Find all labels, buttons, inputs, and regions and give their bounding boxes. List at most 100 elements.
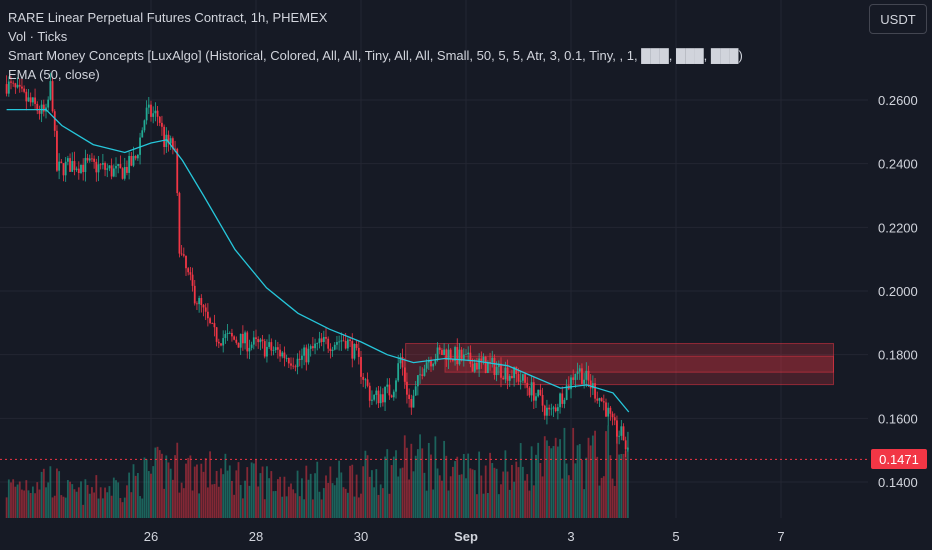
candle-body	[117, 164, 120, 166]
volume-bar	[154, 447, 157, 518]
candle-body	[412, 395, 415, 408]
volume-bar	[519, 443, 522, 518]
candle-body	[34, 97, 36, 104]
candle-body	[587, 370, 590, 381]
time-axis[interactable]: 26 28 30 Sep 3 5 7	[144, 529, 785, 544]
volume-bar	[18, 481, 21, 518]
candle-body	[270, 342, 273, 351]
candle-body	[27, 97, 30, 102]
candle-body	[292, 365, 295, 367]
candle-body	[513, 366, 516, 378]
volume-bar	[458, 474, 461, 518]
candle-body	[187, 268, 190, 273]
candle-body	[309, 346, 312, 349]
volume-bar	[375, 469, 378, 518]
volume-bar	[213, 483, 216, 518]
volume-bar	[42, 468, 45, 518]
volume-bar	[250, 462, 253, 518]
volume-bar	[427, 442, 430, 518]
candle-body	[274, 347, 277, 351]
candle-body	[502, 377, 505, 380]
volume-bar	[47, 482, 50, 518]
candle-body	[217, 341, 220, 344]
candle-body	[250, 344, 253, 348]
volume-bar	[583, 489, 586, 518]
volume-bar	[506, 471, 509, 518]
smc-indicator-label[interactable]: Smart Money Concepts [LuxAlgo] (Historic…	[8, 48, 743, 63]
volume-bar	[412, 471, 415, 518]
currency-button[interactable]: USDT	[869, 4, 927, 34]
volume-bar	[322, 488, 325, 518]
volume-indicator-label[interactable]: Vol · Ticks	[8, 29, 68, 44]
price-axis[interactable]: 0.2600 0.2400 0.2200 0.2000 0.1800 0.1600 0.14…	[878, 93, 918, 490]
candle-body	[388, 384, 391, 396]
volume-bar	[591, 435, 594, 518]
candle-body	[88, 158, 91, 161]
volume-bar	[421, 448, 424, 518]
volume-bar	[259, 473, 262, 518]
volume-bar	[106, 492, 109, 518]
candle-body	[152, 113, 155, 117]
volume-bar	[204, 458, 207, 518]
volume-bar	[88, 493, 91, 518]
candle-body	[449, 349, 452, 359]
candle-body	[21, 86, 23, 89]
candle-body	[226, 333, 229, 335]
candle-body	[491, 357, 494, 363]
volume-bar	[366, 455, 369, 518]
candle-body	[112, 168, 115, 177]
candle-body	[178, 193, 181, 254]
candle-body	[66, 158, 69, 162]
volume-bar	[329, 466, 332, 518]
ema-indicator-label[interactable]: EMA (50, close)	[8, 67, 100, 82]
candle-body	[340, 340, 343, 342]
candle-body	[248, 347, 251, 352]
candle-body	[613, 417, 616, 421]
time-tick-label: 28	[249, 529, 263, 544]
volume-bar	[478, 451, 481, 518]
candle-body	[290, 363, 292, 366]
candle-body	[80, 164, 82, 174]
volume-bar	[504, 450, 507, 518]
volume-bar	[91, 487, 93, 518]
volume-bar	[86, 485, 89, 518]
volume-bar	[497, 494, 500, 518]
candle-body	[314, 343, 316, 349]
candle-body	[543, 405, 546, 416]
candle-body	[252, 337, 255, 345]
volume-bar	[231, 480, 233, 518]
candle-body	[519, 380, 522, 382]
time-tick-label: 3	[567, 529, 574, 544]
volume-bar	[462, 453, 465, 518]
volume-bar	[84, 479, 87, 518]
volume-bar	[283, 476, 286, 518]
candle-body	[301, 355, 303, 360]
volume-bar	[552, 446, 555, 518]
volume-bar	[548, 445, 551, 518]
candle-body	[349, 339, 351, 342]
candle-body	[169, 138, 172, 144]
candle-body	[574, 373, 577, 380]
price-tick-label: 0.2000	[878, 284, 918, 299]
volume-bar	[62, 496, 65, 518]
candle-body	[196, 303, 198, 305]
volume-bar	[414, 455, 417, 518]
symbol-title[interactable]: RARE Linear Perpetual Futures Contract, …	[8, 10, 328, 25]
candle-body	[515, 366, 518, 375]
volume-bar	[626, 431, 629, 518]
candle-body	[180, 253, 183, 255]
candle-body	[406, 381, 408, 395]
candle-body	[357, 347, 360, 357]
candle-body	[585, 370, 588, 380]
volume-bar	[145, 459, 148, 518]
volume-bar	[528, 490, 531, 518]
candle-body	[495, 366, 498, 376]
candle-body	[552, 407, 555, 409]
candle-body	[110, 165, 113, 177]
volume-bar	[419, 434, 421, 518]
volume-bar	[246, 467, 249, 518]
volume-bar	[176, 442, 179, 518]
candle-body	[430, 360, 432, 367]
volume-bar	[191, 490, 194, 518]
